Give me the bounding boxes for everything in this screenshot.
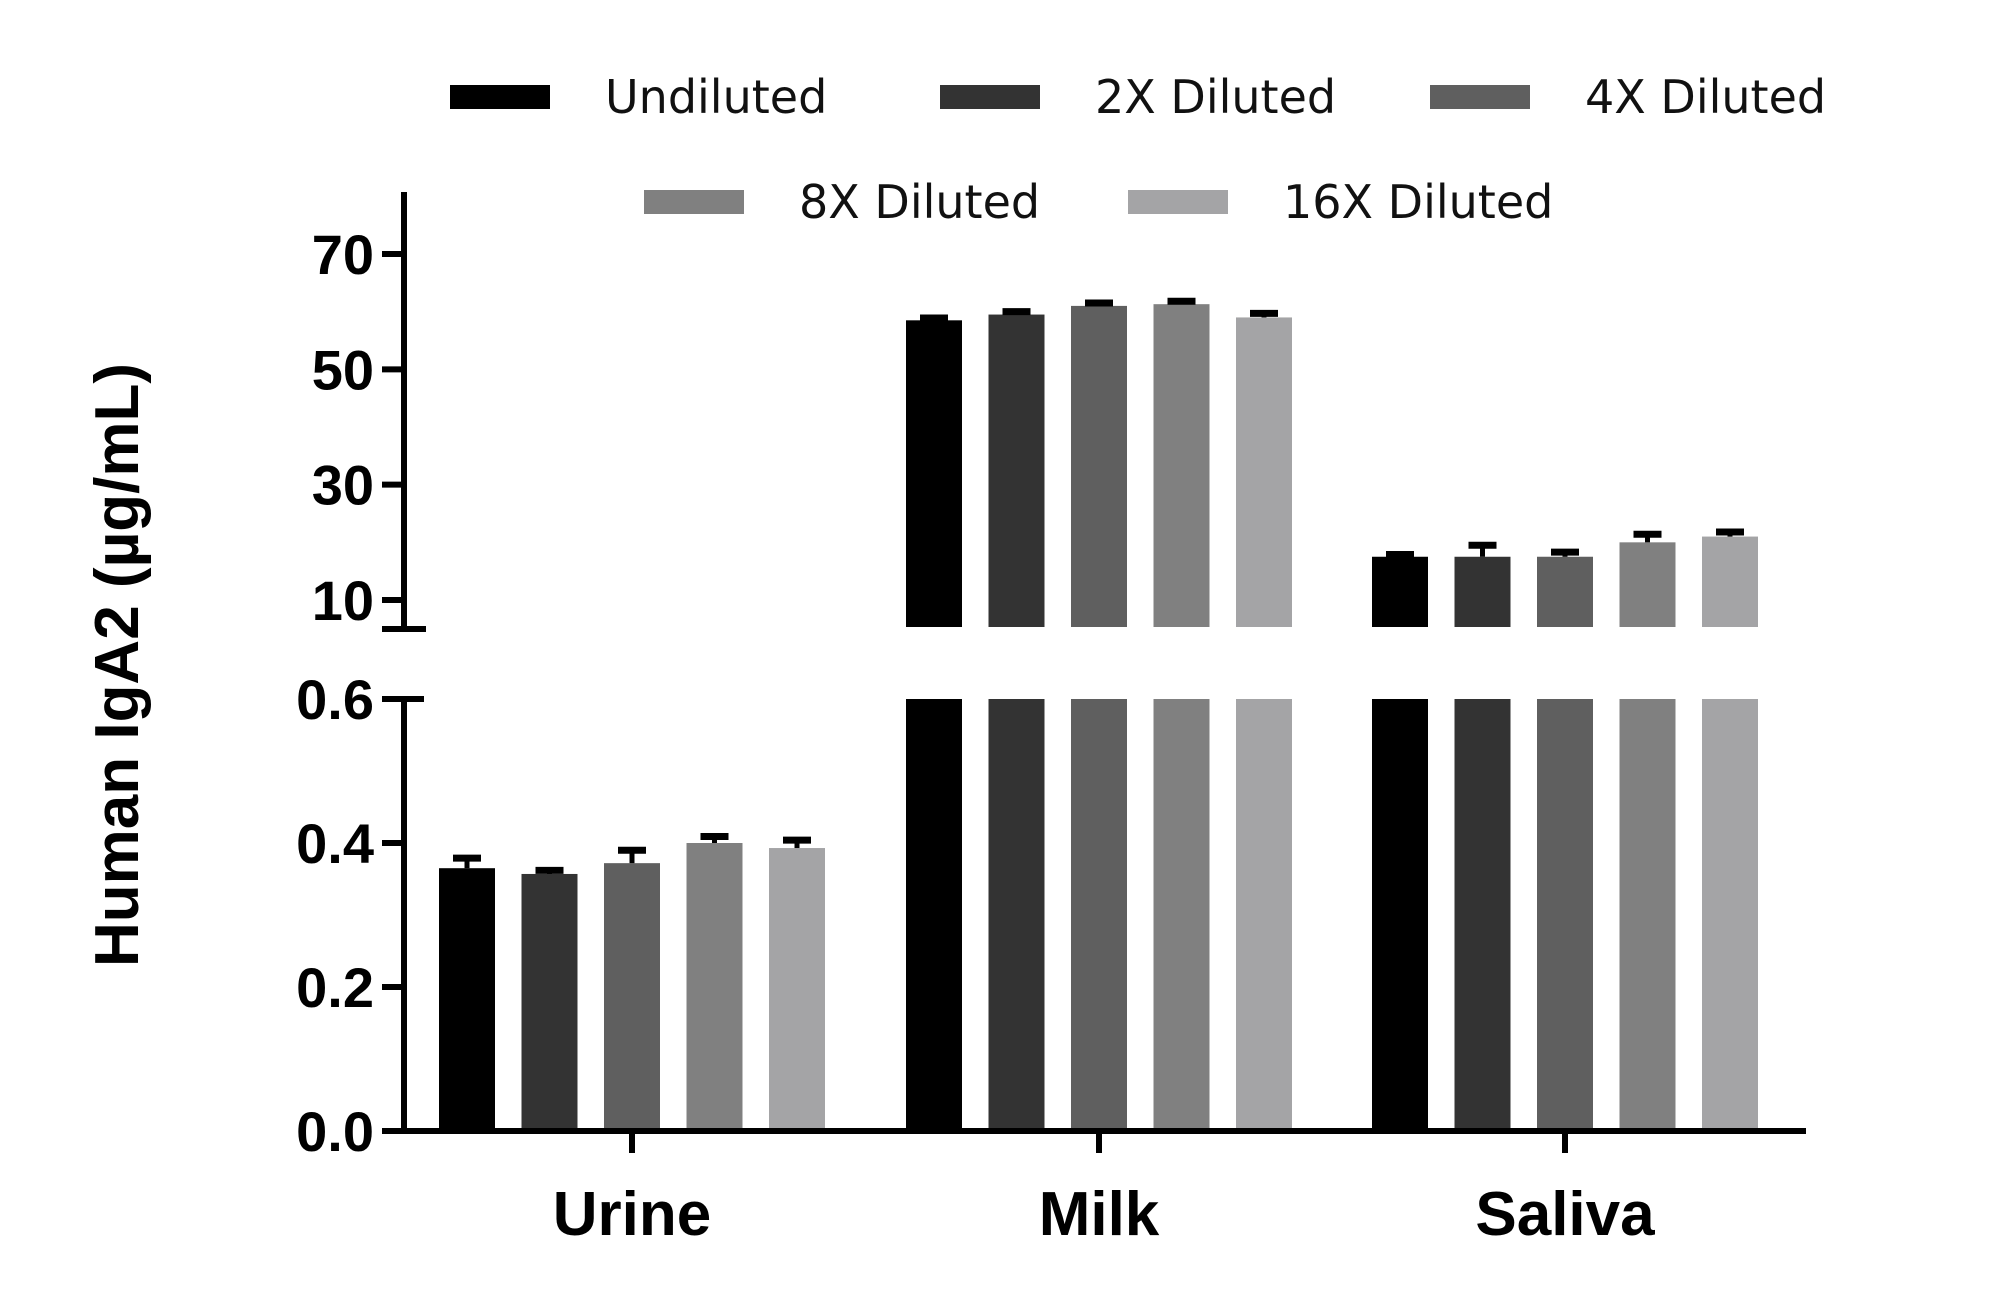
bar-urine-3 [686,843,743,1131]
axes-group [382,192,1806,1134]
legend-label: 8X Diluted [799,175,1040,229]
bar-lower-milk-1 [988,699,1045,1131]
legend-label: 16X Diluted [1283,175,1553,229]
bar-lower-milk-4 [1236,699,1292,1131]
y-axis-label: Human IgA2 (µg/mL) [83,363,152,967]
x-category-label: Urine [553,1180,711,1249]
legend: Undiluted 2X Diluted 4X Diluted 8X Diluted 1… [450,70,1826,229]
bar-urine-0 [439,868,495,1131]
legend-swatch-1 [940,85,1040,109]
bar-upper-milk-1 [988,314,1045,627]
bar-urine-1 [521,873,578,1131]
bar-upper-milk-3 [1153,304,1210,627]
bar-lower-milk-0 [906,699,962,1131]
bar-urine-4 [769,848,825,1131]
bar-urine-2 [604,863,660,1131]
x-categories-group: Urine Milk Saliva [553,1131,1655,1249]
error-bars-group [453,297,1744,874]
bar-upper-saliva-4 [1702,536,1758,627]
legend-swatch-4 [1128,190,1228,214]
bar-lower-milk-2 [1071,699,1127,1131]
bar-upper-saliva-3 [1619,542,1676,627]
bars-group [439,304,1758,1131]
bar-lower-saliva-2 [1537,699,1593,1131]
y-tick-label: 0.0 [296,1100,374,1163]
bar-lower-milk-3 [1153,699,1210,1131]
legend-label: Undiluted [605,70,827,124]
y-tick-label: 30 [312,454,374,517]
y-tick-label: 0.6 [296,668,374,731]
legend-label: 2X Diluted [1095,70,1336,124]
bar-lower-saliva-4 [1702,699,1758,1131]
bar-lower-saliva-1 [1454,699,1511,1131]
bar-upper-milk-0 [906,320,962,627]
x-category-label: Milk [1039,1180,1160,1249]
bar-upper-milk-2 [1071,305,1127,627]
x-category-label: Saliva [1475,1180,1655,1249]
y-tick-label: 0.4 [296,812,374,875]
y-ticks-group: 0.0 0.2 0.4 0.6 10 30 50 70 [296,223,424,1163]
bar-upper-saliva-2 [1537,556,1593,627]
legend-swatch-3 [644,190,744,214]
bar-lower-saliva-3 [1619,699,1676,1131]
y-tick-label: 10 [312,569,374,632]
y-tick-label: 70 [312,223,374,286]
bar-upper-milk-4 [1236,317,1292,627]
bar-upper-saliva-0 [1372,556,1428,627]
bar-upper-saliva-1 [1454,556,1511,627]
legend-swatch-0 [450,85,550,109]
legend-swatch-2 [1430,85,1530,109]
y-tick-label: 0.2 [296,956,374,1019]
legend-label: 4X Diluted [1585,70,1826,124]
y-tick-label: 50 [312,338,374,401]
bar-lower-saliva-0 [1372,699,1428,1131]
